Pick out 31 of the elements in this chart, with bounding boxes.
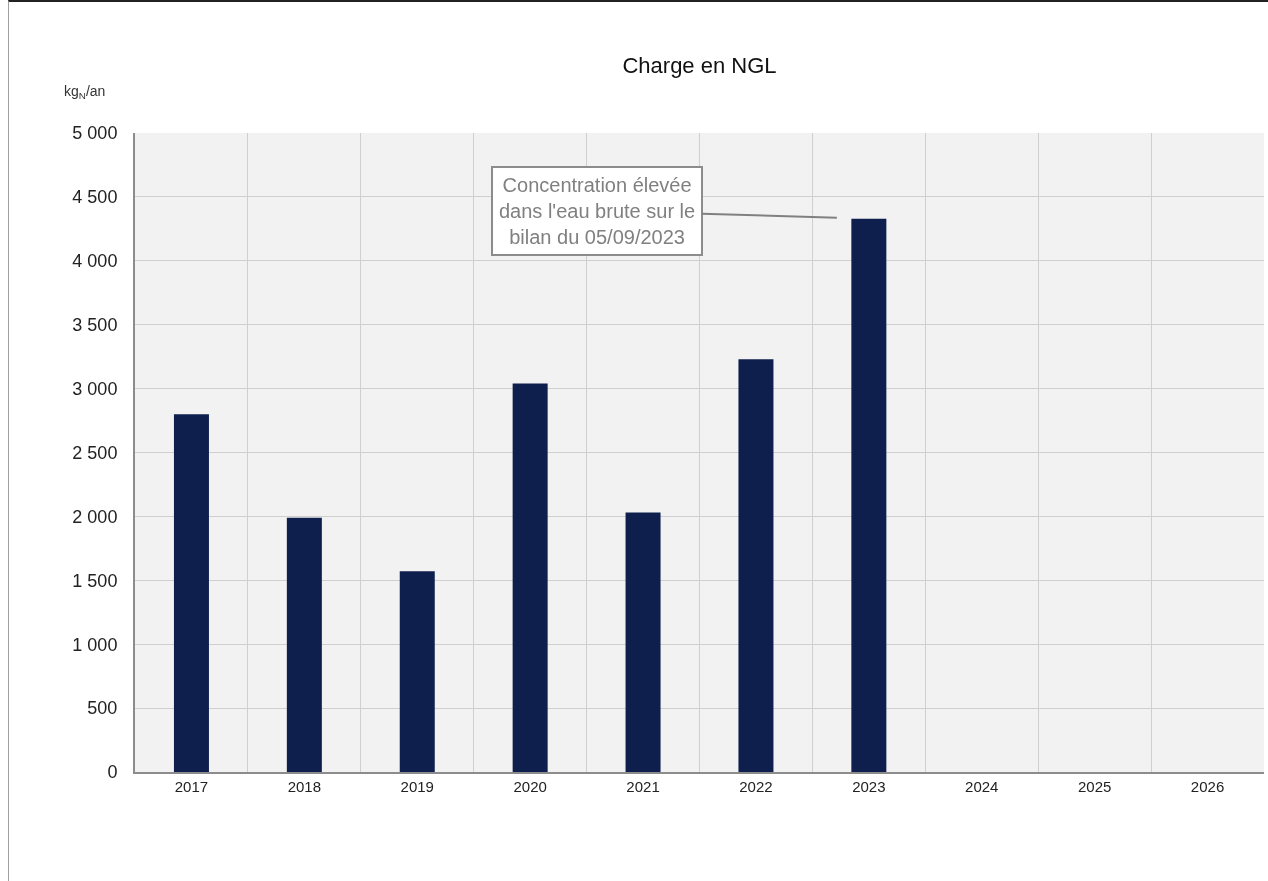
y-tick-label: 500 <box>87 698 118 719</box>
x-tick-label: 2025 <box>1077 778 1112 795</box>
bar <box>738 359 774 772</box>
x-tick-label: 2023 <box>852 778 886 795</box>
bar <box>286 517 322 772</box>
x-tick-label: 2020 <box>513 778 547 795</box>
bar <box>851 218 887 772</box>
y-axis-title: kg$_{N}$/an <box>64 83 106 101</box>
bar <box>625 512 661 772</box>
y-tick-label: 4 000 <box>72 251 118 272</box>
chart-title: Charge en NGL <box>622 52 777 78</box>
y-tick-label: 2 000 <box>72 506 118 527</box>
y-tick-label: 2 500 <box>72 442 118 463</box>
y-tick-label: 0 <box>107 762 118 783</box>
annotation: Concentration élevée dans l'eau brute sur le bilan du 05/09/2023 <box>499 174 696 248</box>
y-tick-label: 5 000 <box>72 123 118 144</box>
x-tick-label: 2021 <box>626 778 660 795</box>
bar <box>512 383 548 772</box>
bar <box>173 414 209 772</box>
y-tick-label: 4 500 <box>72 187 118 208</box>
x-tick-label: 2024 <box>965 778 999 795</box>
x-tick-label: 2026 <box>1190 778 1225 795</box>
y-tick-label: 3 000 <box>72 378 118 399</box>
x-tick-label: 2018 <box>287 778 322 795</box>
y-tick-label: 3 500 <box>72 315 118 335</box>
y-tick-label: 1 500 <box>72 570 118 591</box>
x-tick-label: 2019 <box>400 778 434 795</box>
x-tick-label: 2017 <box>174 778 209 795</box>
bar <box>399 571 435 772</box>
x-tick-label: 2022 <box>739 778 773 795</box>
y-tick-label: 1 000 <box>72 634 118 655</box>
